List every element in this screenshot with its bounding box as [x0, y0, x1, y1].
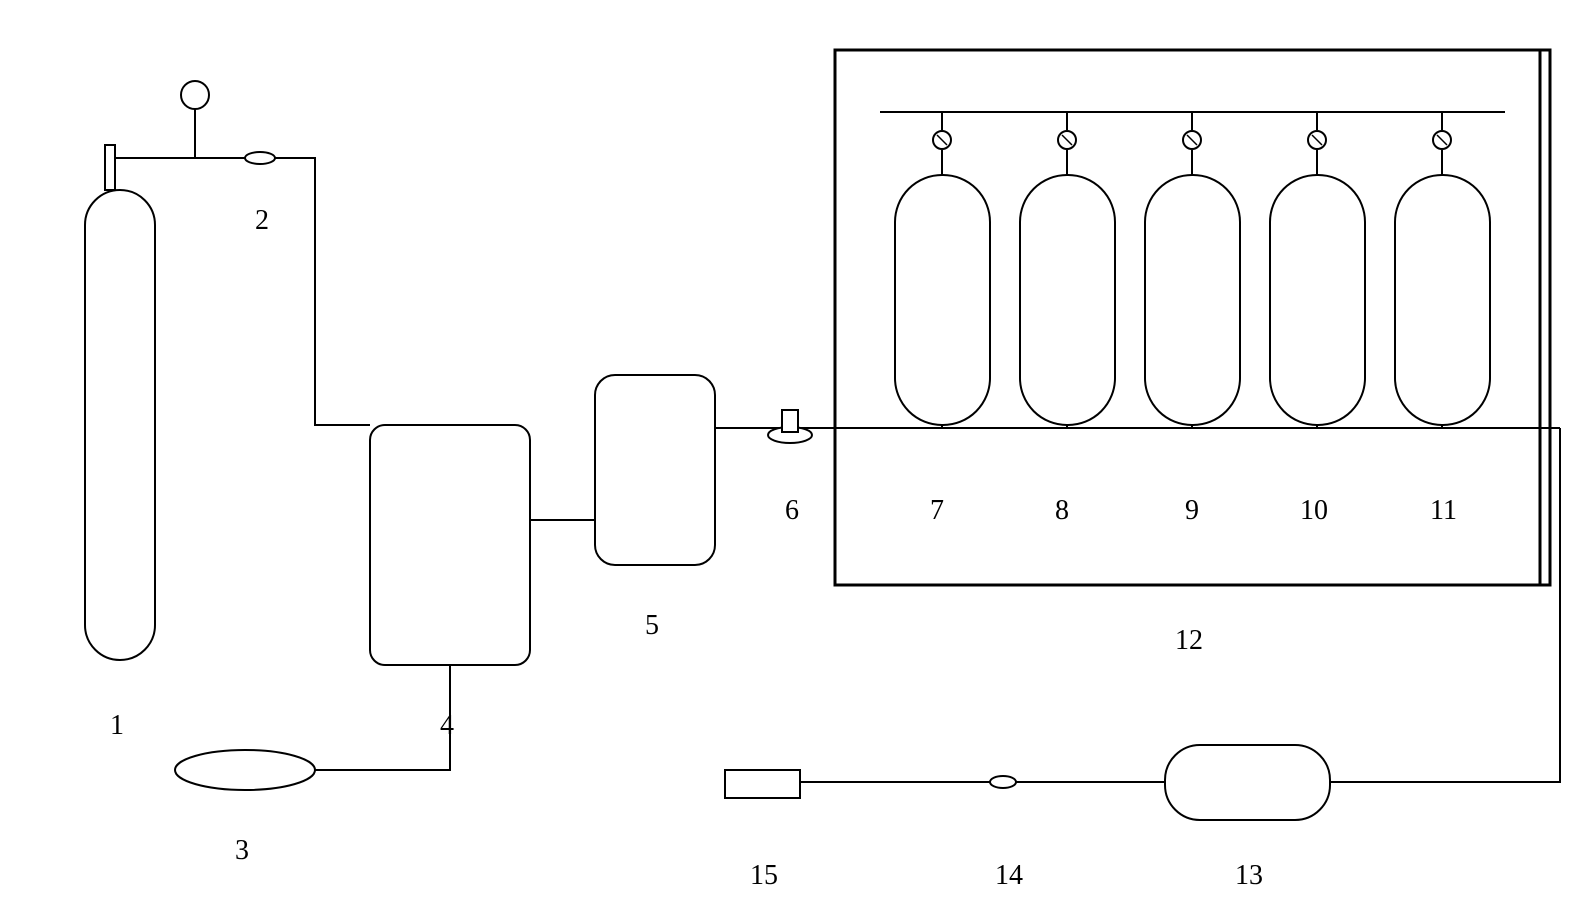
label-7: 7 [930, 495, 944, 527]
node-n11 [1395, 175, 1490, 425]
diagram-root: 123456789101112131415 [0, 0, 1584, 920]
node-v7 [933, 131, 951, 149]
edge [315, 665, 450, 770]
label-15: 15 [750, 860, 778, 892]
label-5: 5 [645, 610, 659, 642]
node-v8 [1058, 131, 1076, 149]
edge [275, 158, 370, 425]
node-n13 [1165, 745, 1330, 820]
nodes-group [85, 50, 1550, 820]
node-n15 [725, 770, 800, 798]
node-v9 [1183, 131, 1201, 149]
node-n4 [370, 425, 530, 665]
node-n1 [85, 190, 155, 660]
node-n6 [768, 410, 812, 443]
node-v10 [1308, 131, 1326, 149]
label-12: 12 [1175, 625, 1203, 657]
label-4: 4 [440, 710, 454, 742]
label-9: 9 [1185, 495, 1199, 527]
label-8: 8 [1055, 495, 1069, 527]
node-n1-neck [105, 145, 115, 190]
node-n10 [1270, 175, 1365, 425]
label-13: 13 [1235, 860, 1263, 892]
diagram-svg [0, 0, 1584, 920]
node-v11 [1433, 131, 1451, 149]
label-1: 1 [110, 710, 124, 742]
node-n5 [595, 375, 715, 565]
node-n3 [175, 750, 315, 790]
label-10: 10 [1300, 495, 1328, 527]
node-n8 [1020, 175, 1115, 425]
node-n9 [1145, 175, 1240, 425]
label-2: 2 [255, 205, 269, 237]
node-gauge [181, 81, 209, 109]
node-n7 [895, 175, 990, 425]
label-6: 6 [785, 495, 799, 527]
label-3: 3 [235, 835, 249, 867]
node-n2 [245, 152, 275, 164]
label-11: 11 [1430, 495, 1457, 527]
edge [1330, 428, 1560, 782]
label-14: 14 [995, 860, 1023, 892]
node-n14 [990, 776, 1016, 788]
